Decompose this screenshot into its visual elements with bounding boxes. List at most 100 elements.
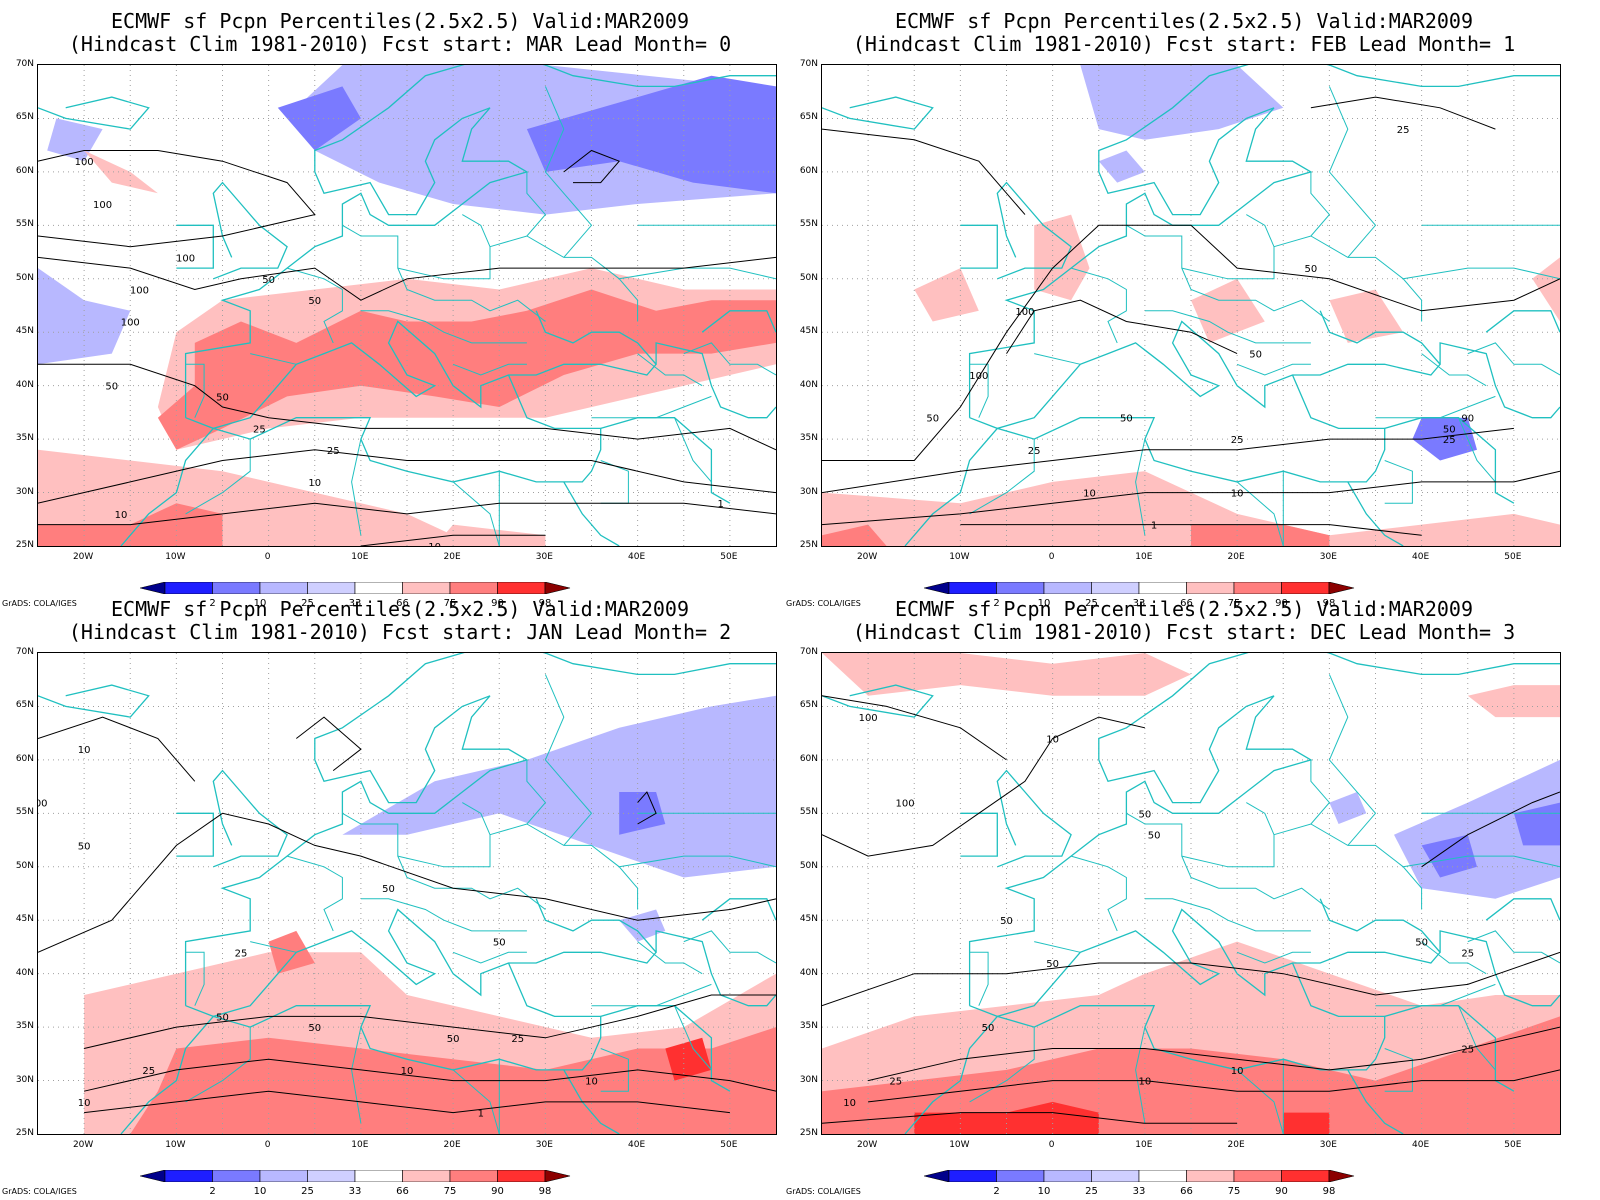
contour-line: [822, 1112, 1238, 1124]
country-border: [286, 855, 343, 932]
colorbar-segment: [948, 1170, 997, 1182]
percentile-shade-area: [1421, 834, 1477, 878]
colorbar-label: 2: [993, 1186, 1000, 1197]
latitude-label: 65N: [15, 700, 34, 711]
colorbar-segment: [259, 1170, 308, 1182]
contour-label: 10: [308, 478, 321, 489]
contour-line: [38, 150, 316, 248]
coastline: [600, 417, 731, 504]
contour-label: 10: [1139, 1077, 1152, 1088]
coastline: [1439, 342, 1560, 419]
longitude-label: 40E: [1412, 1140, 1430, 1150]
longitude-label: 20W: [856, 1140, 878, 1150]
contour-label: 100: [121, 318, 140, 329]
country-border: [600, 1048, 629, 1092]
country-border: [683, 342, 776, 376]
contour-line: [38, 502, 776, 526]
latitude-label: 55N: [15, 807, 34, 818]
contour-label: 50: [105, 382, 118, 393]
country-border: [1328, 86, 1377, 258]
country-border: [342, 812, 546, 910]
contour-label: 10: [1231, 1066, 1244, 1077]
contour-label: 10: [585, 1077, 598, 1088]
country-border: [185, 951, 205, 1006]
percentile-shade-area: [1283, 1112, 1330, 1134]
coastline: [904, 374, 1386, 546]
contour-label: 50: [1249, 350, 1262, 361]
coastline: [1384, 1005, 1515, 1092]
contour-label: 90: [1461, 414, 1474, 425]
country-border: [1384, 460, 1413, 504]
colorbar-segment: [1281, 1170, 1330, 1182]
contour-label: 10: [1046, 735, 1059, 746]
colorbar-label: 33: [348, 1186, 362, 1197]
country-border: [1458, 417, 1496, 483]
contour-line: [867, 1026, 1560, 1082]
contour-line: [960, 524, 1422, 536]
latitude-label: 25N: [15, 540, 34, 550]
coastline: [1485, 898, 1560, 921]
country-border: [1421, 941, 1487, 975]
contour-label: 1: [1151, 521, 1157, 532]
country-border: [1375, 983, 1496, 1007]
colorbar-segment: [449, 1170, 498, 1182]
colorbar-segment: [1138, 1170, 1187, 1182]
country-border: [969, 951, 989, 1006]
contour-label: 25: [511, 1034, 524, 1045]
contour-label: 50: [308, 296, 321, 307]
longitude-label: 10E: [351, 552, 369, 562]
contour-label: 10: [401, 1066, 414, 1077]
grads-credit: GrADS: COLA/IGES: [786, 599, 861, 608]
colorbar-label: 2: [209, 1186, 216, 1197]
contour-label: 50: [1305, 264, 1318, 275]
country-border: [683, 930, 776, 964]
latitude-label: 25N: [799, 1128, 818, 1138]
country-border: [526, 171, 547, 237]
colorbar-label: 2: [993, 598, 1000, 609]
coastline: [904, 962, 1386, 1134]
contour-label: 50: [1139, 809, 1152, 820]
contour-line: [84, 1090, 730, 1114]
coastline: [960, 224, 998, 269]
country-border: [1236, 951, 1311, 964]
latitude-label: 55N: [799, 219, 818, 230]
longitude-label: 50E: [1504, 1140, 1522, 1150]
map-canvas: 100 10 100 50 50 50 50 50 25 10 25 10 50 25 10: [822, 653, 1560, 1134]
panel-title-line2: (Hindcast Clim 1981-2010) Fcst start: DE…: [852, 620, 1516, 644]
latitude-label: 50N: [15, 860, 34, 871]
latitude-label: 35N: [799, 1021, 818, 1032]
country-border: [1070, 855, 1127, 932]
colorbar-segment: [497, 1170, 546, 1182]
map-panel-lead-2: ECMWF sf Pcpn Percentiles(2.5x2.5) Valid…: [0, 588, 800, 1197]
contour-label: 25: [142, 1066, 155, 1077]
colorbar-segment: [544, 1170, 571, 1182]
contour-label: 10: [843, 1098, 856, 1109]
contour-label: 50: [308, 1023, 321, 1034]
colorbar-label: 75: [1227, 598, 1241, 609]
panel-title-line1: ECMWF sf Pcpn Percentiles(2.5x2.5) Valid…: [895, 597, 1473, 621]
country-border: [674, 417, 712, 483]
country-border: [351, 1026, 362, 1124]
latitude-label: 25N: [799, 540, 818, 550]
coastline: [38, 96, 150, 130]
longitude-label: 0: [264, 1140, 271, 1150]
contour-label: 100: [75, 157, 94, 168]
country-border: [452, 951, 527, 964]
contour-line: [822, 427, 1514, 494]
percentile-shade-area: [268, 930, 315, 974]
colorbar-segment: [1186, 1170, 1235, 1182]
colorbar-label: 33: [1132, 598, 1146, 609]
contour-label: 50: [982, 1023, 995, 1034]
panel-title-line1: ECMWF sf Pcpn Percentiles(2.5x2.5) Valid…: [111, 9, 689, 33]
country-border: [591, 395, 712, 419]
contour-line: [822, 716, 1146, 857]
country-border: [1126, 812, 1330, 910]
country-border: [1467, 342, 1560, 376]
country-border: [1034, 941, 1081, 953]
contour-label: 50: [1415, 938, 1428, 949]
percentile-shade-area: [1191, 524, 1330, 546]
percentile-shade-area: [1467, 685, 1560, 718]
contour-line: [38, 256, 776, 301]
colorbar-label: 98: [1322, 598, 1336, 609]
colorbar-segment: [996, 1170, 1045, 1182]
